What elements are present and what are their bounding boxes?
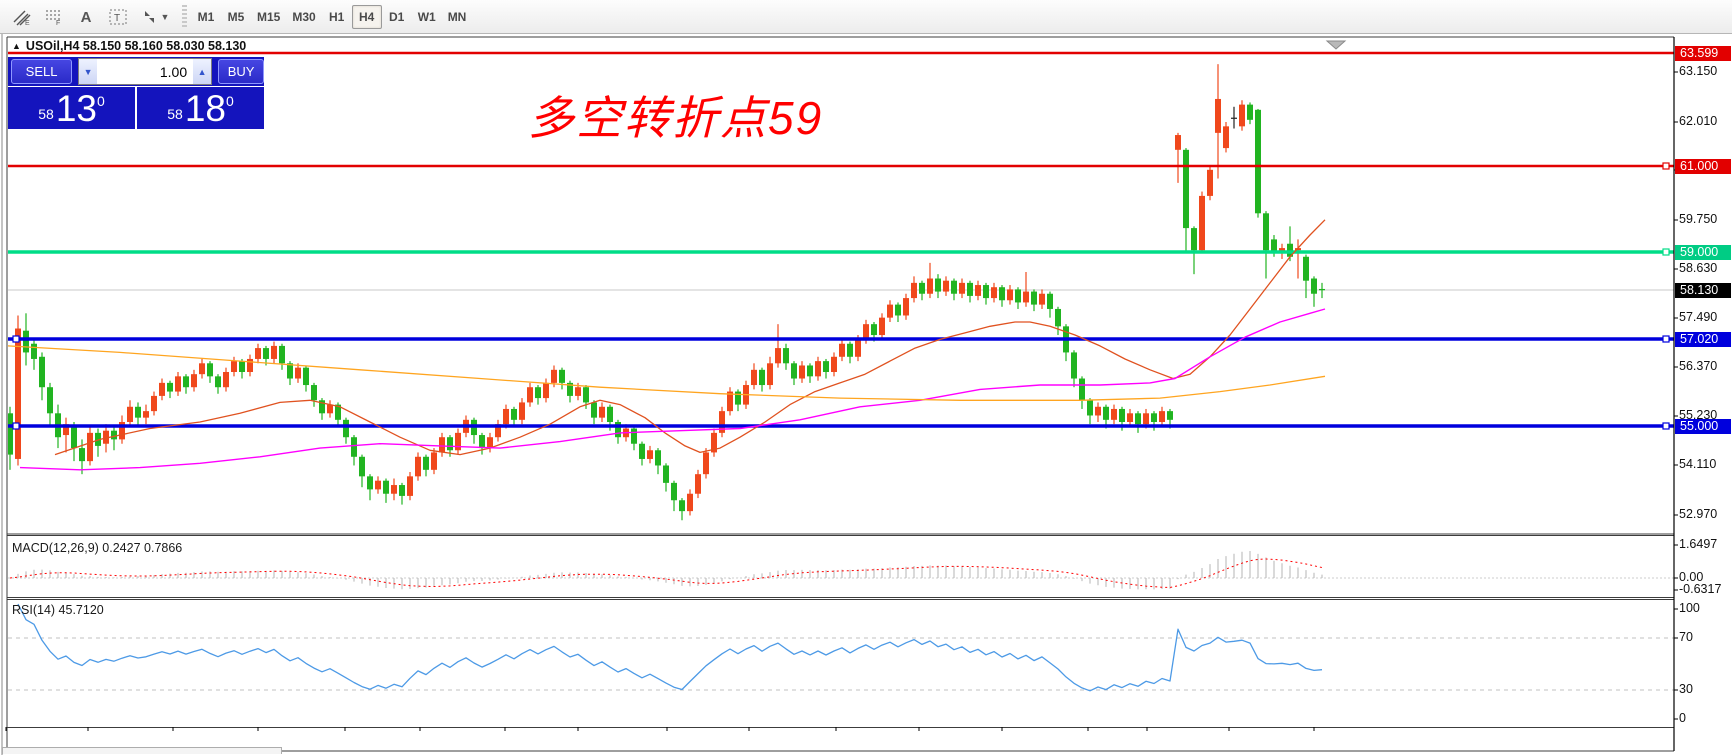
- volume-spinner: ▼ ▲: [78, 58, 213, 85]
- toolbar: E F A T ▼ M1 M5 M15 M30 H1 H4 D1 W1 MN: [0, 0, 1732, 34]
- price-tick-label: 54.110: [1679, 457, 1717, 471]
- buy-price-int: 58: [167, 106, 183, 122]
- text-tool-icon[interactable]: A: [80, 8, 92, 26]
- volume-input[interactable]: [97, 59, 194, 84]
- svg-text:T: T: [114, 13, 120, 24]
- macd-tick-label: -0.6317: [1679, 582, 1722, 596]
- sell-price-pips: 13: [55, 88, 97, 129]
- timeframe-button-mn[interactable]: MN: [447, 10, 467, 24]
- sell-price[interactable]: 58 13 0: [8, 87, 135, 129]
- price-level-badge: 61.000: [1675, 158, 1731, 174]
- buy-price-fraction: 0: [225, 93, 234, 109]
- price-tick-label: 62.010: [1679, 114, 1718, 128]
- timeframe-button-m5[interactable]: M5: [227, 10, 245, 24]
- rsi-tick-label: 30: [1679, 682, 1693, 696]
- price-level-badge: 57.020: [1675, 331, 1731, 347]
- macd-label: MACD(12,26,9) 0.2427 0.7866: [12, 541, 183, 555]
- arrows-tool-icon[interactable]: ▼: [135, 4, 175, 30]
- symbol-header: ▲ USOil,H4 58.150 58.160 58.030 58.130: [12, 39, 246, 53]
- price-tick-label: 58.630: [1679, 261, 1718, 275]
- buy-price[interactable]: 58 18 0: [137, 87, 264, 129]
- volume-increase-button[interactable]: ▲: [193, 59, 212, 84]
- timeframe-button-d1[interactable]: D1: [389, 10, 405, 24]
- toolbar-grip[interactable]: [182, 5, 187, 29]
- rsi-label: RSI(14) 45.7120: [12, 603, 104, 617]
- trade-prices-row: 58 13 0 58 18 0: [8, 87, 264, 129]
- rsi-tick-label: 100: [1679, 601, 1700, 615]
- trade-controls-row: SELL ▼ ▲ BUY: [8, 57, 264, 86]
- price-tick-label: 57.490: [1679, 310, 1718, 324]
- macd-tick-label: 1.6497: [1679, 537, 1718, 551]
- price-tick-label: 63.150: [1679, 64, 1718, 78]
- price-tick-label: 56.370: [1679, 359, 1718, 373]
- chevron-down-icon: ▼: [160, 12, 170, 22]
- sell-price-int: 58: [38, 106, 54, 122]
- price-tick-label: 52.970: [1679, 507, 1718, 521]
- price-level-badge: 63.599: [1675, 45, 1731, 61]
- chart-canvas[interactable]: [0, 34, 1732, 755]
- rsi-tick-label: 0: [1679, 711, 1686, 725]
- svg-text:E: E: [25, 20, 30, 26]
- fibonacci-tool-icon[interactable]: F: [39, 4, 69, 30]
- collapse-panel-icon[interactable]: ▲: [12, 41, 21, 51]
- timeframe-button-m15[interactable]: M15: [257, 10, 281, 24]
- timeframe-button-w1[interactable]: W1: [417, 10, 436, 24]
- timeframe-button-h1[interactable]: H1: [329, 10, 345, 24]
- price-level-badge: 59.000: [1675, 244, 1731, 260]
- buy-button[interactable]: BUY: [218, 59, 264, 84]
- one-click-trade-panel: SELL ▼ ▲ BUY 58 13 0 58 18 0: [8, 57, 264, 129]
- timeframe-button-m30[interactable]: M30: [292, 10, 316, 24]
- sell-button[interactable]: SELL: [11, 59, 73, 84]
- svg-text:F: F: [56, 20, 60, 26]
- buy-price-pips: 18: [184, 88, 226, 129]
- price-level-badge: 58.130: [1675, 282, 1731, 298]
- price-tick-label: 59.750: [1679, 212, 1718, 226]
- volume-decrease-button[interactable]: ▼: [79, 59, 98, 84]
- timeframe-button-m1[interactable]: M1: [197, 10, 215, 24]
- price-level-badge: 55.000: [1675, 418, 1731, 434]
- symbol-title: USOil,H4 58.150 58.160 58.030 58.130: [25, 39, 247, 53]
- macd-tick-label: 0.00: [1679, 570, 1704, 584]
- draw-channel-tool-icon[interactable]: E: [7, 4, 37, 30]
- sell-price-fraction: 0: [96, 93, 105, 109]
- rsi-tick-label: 70: [1679, 630, 1693, 644]
- timeframe-button-h4[interactable]: H4: [351, 5, 382, 29]
- text-label-tool-icon[interactable]: T: [103, 4, 133, 30]
- chart-text-annotation[interactable]: 多空转折点59: [528, 92, 824, 144]
- chart-area[interactable]: ▲ USOil,H4 58.150 58.160 58.030 58.130 S…: [0, 34, 1732, 755]
- statusbar-stub: [2, 747, 282, 754]
